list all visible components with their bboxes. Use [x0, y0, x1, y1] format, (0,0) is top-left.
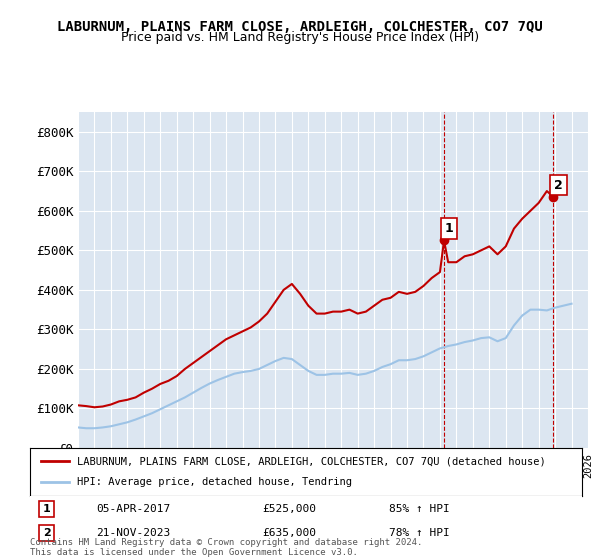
Text: 05-APR-2017: 05-APR-2017	[96, 504, 170, 514]
Text: LABURNUM, PLAINS FARM CLOSE, ARDLEIGH, COLCHESTER, CO7 7QU (detached house): LABURNUM, PLAINS FARM CLOSE, ARDLEIGH, C…	[77, 456, 545, 466]
Text: 85% ↑ HPI: 85% ↑ HPI	[389, 504, 449, 514]
Text: HPI: Average price, detached house, Tendring: HPI: Average price, detached house, Tend…	[77, 477, 352, 487]
Text: £635,000: £635,000	[262, 528, 316, 538]
Text: 1: 1	[43, 504, 50, 514]
Text: Price paid vs. HM Land Registry's House Price Index (HPI): Price paid vs. HM Land Registry's House …	[121, 31, 479, 44]
Text: 21-NOV-2023: 21-NOV-2023	[96, 528, 170, 538]
Text: 78% ↑ HPI: 78% ↑ HPI	[389, 528, 449, 538]
Text: 2: 2	[554, 179, 563, 192]
Text: 1: 1	[445, 222, 454, 235]
Text: LABURNUM, PLAINS FARM CLOSE, ARDLEIGH, COLCHESTER, CO7 7QU: LABURNUM, PLAINS FARM CLOSE, ARDLEIGH, C…	[57, 20, 543, 34]
Text: 2: 2	[43, 528, 50, 538]
Text: £525,000: £525,000	[262, 504, 316, 514]
Text: Contains HM Land Registry data © Crown copyright and database right 2024.
This d: Contains HM Land Registry data © Crown c…	[30, 538, 422, 557]
